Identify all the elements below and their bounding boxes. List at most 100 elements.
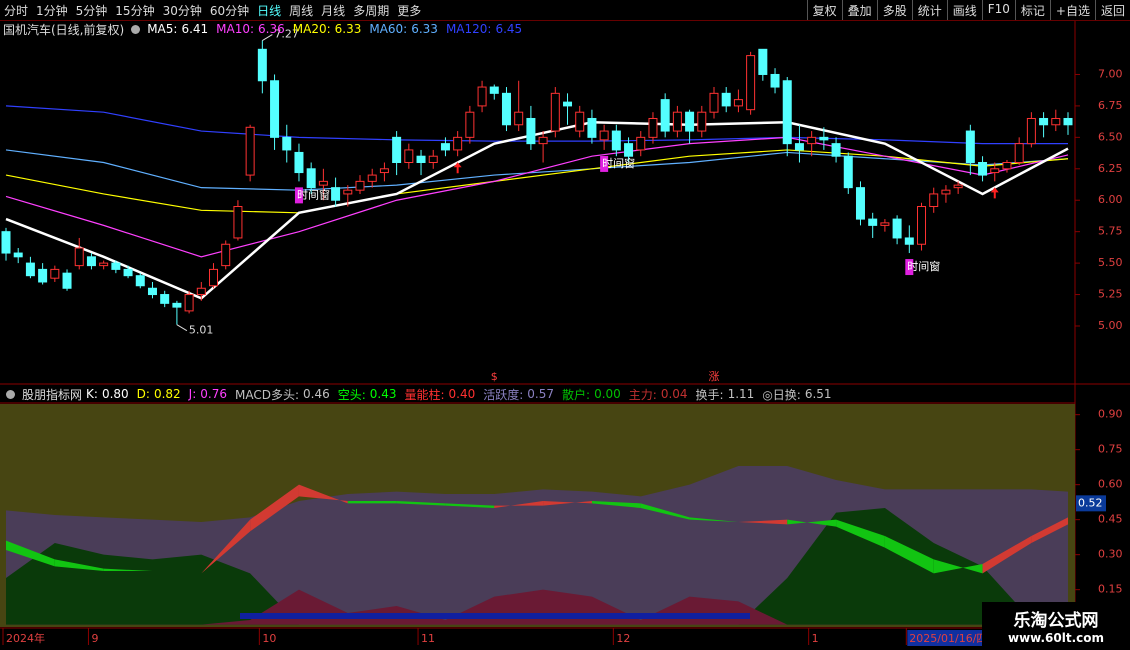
indicator-title: 股朋指标网 <box>22 387 83 402</box>
indicator-legend: 股朋指标网 K: 0.80 D: 0.82 J: 0.76 MACD多头: 0.46 空头: 0.4… <box>0 385 836 403</box>
candle-body <box>367 174 377 182</box>
trend-band <box>201 519 251 574</box>
legend-value: 0.04 <box>660 387 688 401</box>
y-tick-label: 6.25 <box>1098 162 1123 175</box>
candle-body <box>807 136 817 145</box>
tool-button[interactable]: F10 <box>981 0 1015 20</box>
legend-label: MACD多头: <box>234 387 299 402</box>
candle-body <box>172 302 182 308</box>
period-tab[interactable]: 周线 <box>289 3 314 18</box>
tool-button[interactable]: 返回 <box>1094 0 1130 20</box>
y-tick-label: 6.50 <box>1098 130 1123 143</box>
tool-button[interactable]: 叠加 <box>841 0 877 20</box>
date-label: 11 <box>421 632 435 645</box>
candle-body <box>538 136 548 145</box>
candle-body <box>917 206 927 245</box>
trend-band <box>250 484 299 532</box>
tool-button[interactable]: 统计 <box>911 0 947 20</box>
period-tab[interactable]: 更多 <box>397 3 422 18</box>
candle-body <box>392 136 402 163</box>
legend-label: MA5: <box>147 22 178 36</box>
candle-body <box>660 99 670 132</box>
trend-band <box>103 568 153 571</box>
trend-band <box>298 484 348 504</box>
candle-body <box>135 275 145 287</box>
candle-body <box>672 111 682 132</box>
period-tab[interactable]: 30分钟 <box>162 3 202 18</box>
y-tick-label: 0.90 <box>1098 408 1123 421</box>
trend-band <box>591 501 641 508</box>
period-tab[interactable]: 分时 <box>4 3 29 18</box>
period-tab[interactable]: 15分钟 <box>115 3 155 18</box>
price-legend: 国机汽车(日线,前复权) MA5: 6.41 MA10: 6.36 MA20: 6.33 MA… <box>0 20 526 38</box>
tool-button[interactable]: 画线 <box>946 0 982 20</box>
legend-value: 6.51 <box>804 387 832 401</box>
trend-band <box>982 536 1032 574</box>
period-tab[interactable]: 60分钟 <box>209 3 250 18</box>
trend-band <box>933 559 983 574</box>
date-label: 1 <box>812 632 819 645</box>
time-window-label: 时间窗 <box>297 187 330 201</box>
tool-button[interactable]: 复权 <box>806 0 842 20</box>
candle-body <box>575 111 585 132</box>
y-tick-label: 5.25 <box>1098 288 1123 301</box>
buy-signal <box>990 187 999 199</box>
candle-body <box>587 117 597 138</box>
legend-label: 散户: <box>562 387 591 402</box>
tool-button[interactable]: +自选 <box>1049 0 1095 20</box>
legend-label: ◎日换: <box>762 387 801 402</box>
candle-body <box>306 168 316 189</box>
tool-button[interactable]: 标记 <box>1014 0 1050 20</box>
tool-button[interactable]: 多股 <box>876 0 912 20</box>
candle-body <box>1014 143 1024 164</box>
trend-band <box>6 540 55 567</box>
candle-body <box>331 187 341 201</box>
period-tab[interactable]: 5分钟 <box>75 3 108 18</box>
period-tab[interactable]: 1分钟 <box>36 3 68 18</box>
candle-body <box>685 111 695 132</box>
y-tick-label: 6.75 <box>1098 99 1123 112</box>
ma-line <box>5 136 1069 258</box>
watermark-url: www.60lt.com <box>1007 631 1105 645</box>
trend-band <box>738 519 788 525</box>
date-label: 2024年 <box>6 631 45 645</box>
candle-body <box>38 268 48 283</box>
legend-value: 6.33 <box>411 22 438 36</box>
candle-body <box>978 162 988 176</box>
candle-body <box>160 294 170 304</box>
legend-label: MA60: <box>369 22 408 36</box>
legend-label: J: <box>188 387 197 401</box>
period-tab[interactable]: 日线 <box>257 3 282 18</box>
period-tab[interactable]: 多周期 <box>353 3 390 18</box>
watermark-name: 乐淘公式网 <box>1013 611 1099 631</box>
candle-body <box>1039 117 1049 126</box>
candle-body <box>453 136 463 151</box>
legend-label: MA120: <box>445 22 492 36</box>
trend-band <box>494 501 544 508</box>
trend-band <box>543 501 592 506</box>
candle-body <box>746 55 756 111</box>
date-label: 10 <box>262 632 276 645</box>
candle-body <box>74 247 84 267</box>
candle-body <box>245 126 255 176</box>
candle-body <box>196 287 206 296</box>
extreme-label: 5.01 <box>189 324 214 337</box>
y-tick-label: 0.60 <box>1098 478 1123 491</box>
period-tabs: 分时 1分钟 5分钟 15分钟 30分钟 60分钟 日线 周线 月线 多周期 更多 <box>0 2 421 19</box>
legend-value: 0.57 <box>527 387 555 401</box>
legend-value: 0.80 <box>101 387 129 401</box>
time-window-marker <box>294 187 303 204</box>
candle-body <box>636 136 646 151</box>
icon[interactable] <box>131 24 141 34</box>
candle-body <box>892 218 902 239</box>
time-window-label: 时间窗 <box>907 259 940 273</box>
legend-value: 1.11 <box>727 387 755 401</box>
period-tab[interactable]: 月线 <box>321 3 346 18</box>
legend-value: 0.76 <box>200 387 227 401</box>
trend-band <box>445 503 495 508</box>
tool-buttons: 复权 叠加 多股 统计 画线 F10 标记 +自选 返回 <box>806 0 1130 20</box>
candle-body <box>355 180 365 191</box>
trend-band <box>54 559 104 571</box>
icon[interactable] <box>6 389 15 399</box>
